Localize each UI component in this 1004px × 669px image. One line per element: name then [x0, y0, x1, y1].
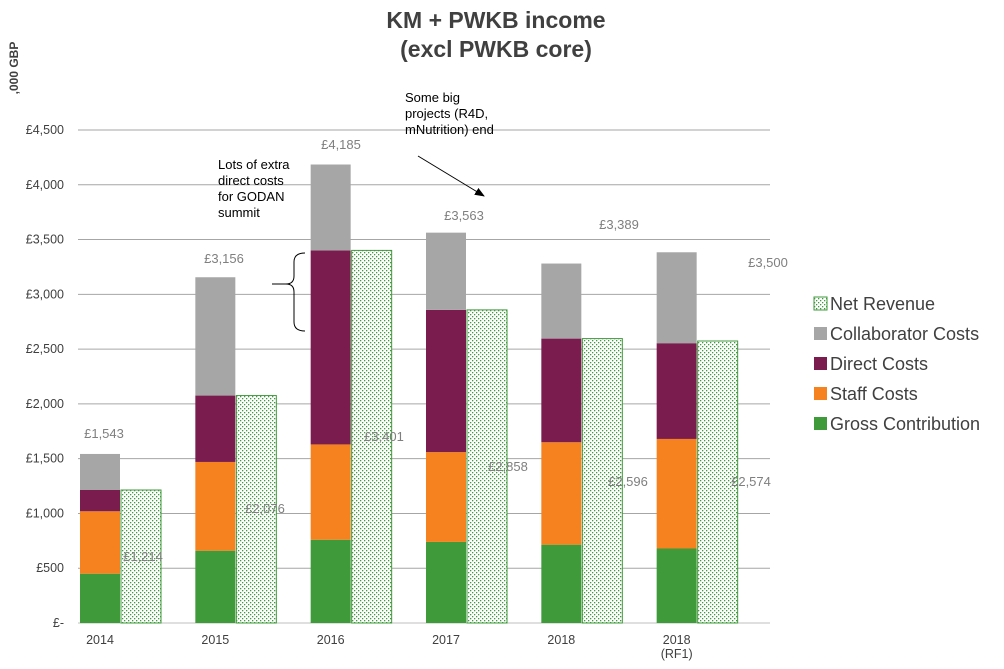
bar-direct-costs	[426, 309, 466, 453]
bar-collaborator-costs	[195, 277, 236, 396]
y-tick-label: £1,000	[26, 506, 64, 520]
bar-net-revenue	[120, 489, 162, 624]
bars	[80, 164, 739, 624]
legend: Net Revenue Collaborator Costs Direct Cost…	[813, 294, 980, 434]
net-label: £3,401	[364, 429, 404, 444]
total-label: £3,500	[748, 255, 788, 270]
legend-swatch	[814, 417, 827, 430]
total-label: £3,563	[444, 208, 484, 223]
legend-swatch	[813, 296, 828, 311]
bar-gross-contribution	[195, 550, 236, 623]
bar-staff-costs	[656, 438, 697, 549]
x-tick-label: 2014	[86, 633, 114, 647]
bar-net-revenue	[697, 340, 739, 624]
annotation-line: direct costs	[218, 173, 284, 188]
bar-gross-contribution	[80, 573, 120, 623]
y-tick-label: £-	[53, 616, 64, 630]
bar-direct-costs	[195, 395, 236, 462]
bar-collaborator-costs	[541, 263, 582, 339]
net-label: £1,214	[123, 549, 163, 564]
bar-direct-costs	[656, 343, 697, 439]
annotation-line: projects (R4D,	[405, 106, 488, 121]
total-label: £4,185	[321, 137, 361, 152]
legend-label: Staff Costs	[830, 384, 918, 404]
annotation-line: Some big	[405, 90, 460, 105]
y-tick-label: £4,500	[26, 123, 64, 137]
y-tick-label: £4,000	[26, 178, 64, 192]
net-label: £2,076	[245, 501, 285, 516]
total-label: £3,156	[204, 251, 244, 266]
bar-staff-costs	[541, 442, 582, 545]
y-tick-label: £1,500	[26, 452, 64, 466]
total-label: £3,389	[599, 217, 639, 232]
x-tick-label: 2016	[317, 633, 345, 647]
legend-label: Net Revenue	[830, 294, 935, 314]
x-tick-labels: 2014 2015 2016 2017 2018 2018(RF1)	[86, 633, 693, 661]
bar-collaborator-costs	[310, 164, 351, 251]
bar-collaborator-costs	[426, 232, 466, 310]
net-label: £2,596	[608, 474, 648, 489]
annotation-line: mNutrition) end	[405, 122, 494, 137]
x-tick-label: 2018	[547, 633, 575, 647]
bar-direct-costs	[541, 338, 582, 443]
legend-label: Direct Costs	[830, 354, 928, 374]
annotation-line: for GODAN	[218, 189, 284, 204]
bar-staff-costs	[426, 452, 466, 542]
chart-title-line-2: (excl PWKB core)	[400, 36, 592, 62]
bar-net-revenue	[351, 249, 393, 624]
bar-gross-contribution	[541, 544, 582, 623]
legend-swatch	[814, 357, 827, 370]
annotation-arrow	[417, 155, 485, 197]
legend-label: Gross Contribution	[830, 414, 980, 434]
bar-gross-contribution	[426, 541, 466, 623]
chart-title-line-1: KM + PWKB income	[386, 7, 605, 33]
bar-direct-costs	[310, 250, 351, 445]
y-tick-label: £2,500	[26, 342, 64, 356]
net-label: £2,858	[488, 459, 528, 474]
bar-collaborator-costs	[80, 453, 120, 490]
data-labels: £1,543 £1,214 £3,156 £2,076 £4,185 £3,401 £3,5…	[84, 137, 788, 564]
gridlines	[78, 129, 770, 624]
y-tick-label: £2,000	[26, 397, 64, 411]
bar-gross-contribution	[656, 548, 697, 623]
annotation-brace	[285, 252, 306, 332]
legend-swatch	[814, 327, 827, 340]
y-tick-label: £500	[36, 561, 64, 575]
bar-staff-costs	[80, 511, 120, 574]
bar-direct-costs	[80, 489, 120, 512]
annotation-godan: Lots of extra direct costs for GODAN summit	[218, 157, 306, 332]
x-tick-label: 2017	[432, 633, 460, 647]
legend-label: Collaborator Costs	[830, 324, 979, 344]
total-label: £1,543	[84, 426, 124, 441]
bar-collaborator-costs	[656, 252, 697, 344]
x-tick-label: 2015	[201, 633, 229, 647]
bar-staff-costs	[310, 444, 351, 540]
bar-net-revenue	[235, 395, 277, 624]
bar-gross-contribution	[310, 539, 351, 623]
net-label: £2,574	[731, 474, 771, 489]
bar-staff-costs	[195, 461, 236, 551]
y-tick-label: £3,000	[26, 287, 64, 301]
y-tick-label: £3,500	[26, 233, 64, 247]
x-tick-label: 2018	[663, 633, 691, 647]
y-tick-labels: £- £500 £1,000 £1,500 £2,000 £2,500 £3,000 £3,5…	[26, 123, 64, 630]
annotation-line: summit	[218, 205, 260, 220]
y-axis-label: ,000 GBP	[7, 42, 21, 95]
x-tick-label: (RF1)	[661, 647, 693, 661]
bar-net-revenue	[466, 309, 508, 624]
bar-net-revenue	[581, 338, 623, 624]
annotation-big-projects: Some big projects (R4D, mNutrition) end	[405, 90, 494, 197]
annotation-line: Lots of extra	[218, 157, 290, 172]
legend-swatch	[814, 387, 827, 400]
